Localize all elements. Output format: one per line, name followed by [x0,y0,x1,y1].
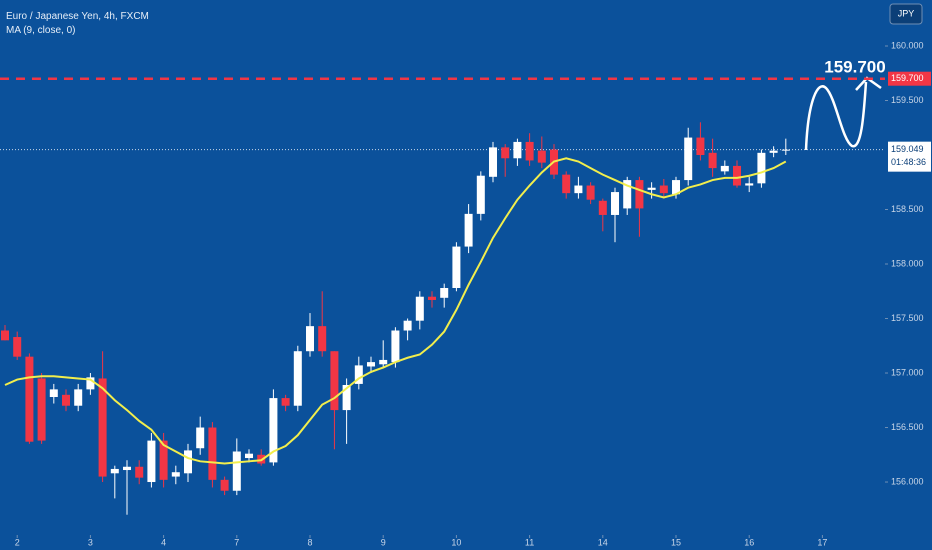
y-tick-label: 156.500 [891,422,924,432]
candle-body [74,389,83,406]
candle-body [13,337,22,357]
candle-body [769,150,778,153]
candle-body [269,398,278,463]
x-tick-label: 2 [15,537,20,547]
y-tick-label: 158.000 [891,258,924,268]
candle-body [586,185,595,200]
candle-body [293,351,302,406]
candle-body [720,165,729,172]
candle-body [135,466,144,478]
candle-body [245,453,254,459]
candle-body [745,183,754,186]
candle-body [574,185,583,194]
candle-body [513,141,522,159]
candle-body [635,180,644,209]
candle-body [733,165,742,186]
y-tick-label: 158.500 [891,204,924,214]
y-tick-label: 160.000 [891,40,924,50]
candle-body [86,377,95,390]
candle-body [306,326,315,352]
currency-button[interactable] [889,3,923,25]
target-label: 159.700 [824,57,885,76]
candle-body [208,427,217,480]
candle-body [464,213,473,247]
x-tick-label: 9 [381,537,386,547]
candle-body [220,479,229,491]
ma-line [4,157,787,465]
x-tick-label: 10 [451,537,461,547]
y-tick-label: 157.000 [891,367,924,377]
candle-body [330,351,339,411]
candle-body [476,175,485,214]
target-price-tag-label: 159.700 [891,73,924,83]
candle-body [428,296,437,300]
candle-body [367,362,376,367]
candle-body [501,147,510,159]
candle-body [440,287,449,298]
candle-body [232,451,241,491]
candle-body [354,365,363,384]
projection-arrow [804,81,868,151]
candle-body [110,468,119,474]
candle-body [452,246,461,288]
target-price-tag [888,71,931,86]
candle-body [98,378,107,477]
candle-body [623,180,632,209]
candle-body [659,185,668,194]
candle-body [281,398,290,406]
candle-body [37,378,46,441]
x-tick-label: 4 [161,537,166,547]
candle-body [684,137,693,181]
candle-body [147,440,156,483]
candle-body [489,147,498,177]
x-tick-label: 7 [234,537,239,547]
candle-body [318,326,327,352]
candle-body [562,174,571,194]
last-price-tag [888,141,931,172]
x-tick-label: 15 [671,537,681,547]
candle-body [757,152,766,184]
last-price-label: 159.049 [891,144,924,154]
candle-body [184,450,193,474]
candle-body [537,150,546,163]
y-tick-label: 159.500 [891,95,924,105]
candle-body [391,330,400,363]
candle-body [62,394,71,406]
candle-body [171,472,180,477]
candle-body [647,187,656,190]
candle-body [196,427,205,449]
y-tick-label: 157.500 [891,313,924,323]
countdown-label: 01:48:36 [891,157,926,167]
candle-body [672,180,681,195]
candle-body [1,330,10,341]
candle-body [49,389,58,397]
currency-button-label[interactable]: JPY [898,8,915,18]
candle-body [379,359,388,365]
candle-body [123,466,132,471]
x-tick-label: 17 [817,537,827,547]
x-tick-label: 14 [598,537,608,547]
candle-body [415,296,424,321]
x-tick-label: 16 [744,537,754,547]
x-tick-label: 11 [525,537,534,547]
candle-body [598,200,607,215]
candle-body [696,137,705,156]
candle-body [25,356,34,442]
candle-body [611,192,620,215]
candle-body [159,440,168,480]
x-tick-label: 8 [307,537,312,547]
candle-body [342,385,351,411]
candle-body [525,141,534,161]
candle-body [708,152,717,169]
legend-entry: MA (9, close, 0) [6,25,75,36]
y-tick-label: 156.000 [891,476,924,486]
candle-body [403,320,412,331]
candle-body [781,149,790,151]
x-tick-label: 3 [88,537,93,547]
chart-title: Euro / Japanese Yen, 4h, FXCM [6,11,149,22]
